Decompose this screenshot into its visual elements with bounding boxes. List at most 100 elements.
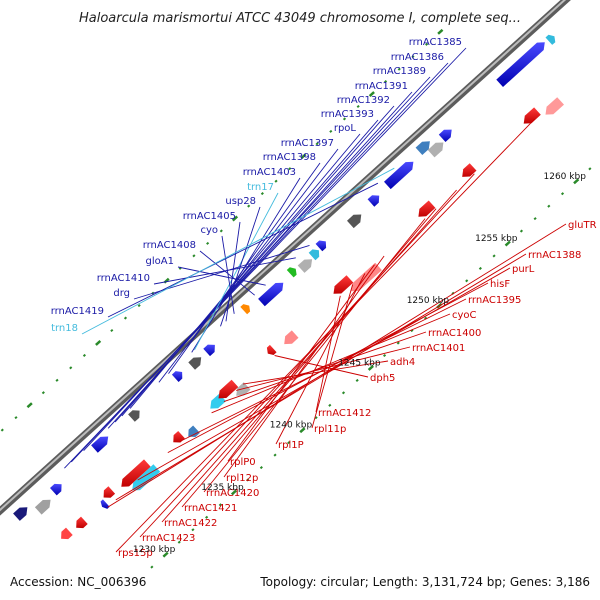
forward-gene-label[interactable]: cyo <box>200 225 218 236</box>
forward-gene-arrow <box>315 240 327 252</box>
tick-mark <box>0 428 4 432</box>
tick-mark <box>504 240 511 247</box>
tick-mark <box>218 503 222 507</box>
forward-gene-label[interactable]: usp28 <box>225 196 256 207</box>
tick-mark <box>356 104 360 109</box>
reverse-gene-label[interactable]: rps15p <box>118 548 153 559</box>
label-connector <box>70 62 449 463</box>
forward-gene-label[interactable]: drg <box>113 288 130 299</box>
reverse-gene-label[interactable]: rplP0 <box>230 457 256 468</box>
forward-gene-arrow <box>240 304 251 315</box>
tick-mark <box>273 453 277 457</box>
label-connector <box>203 218 426 493</box>
reverse-gene-label[interactable]: rpl11p <box>314 424 346 435</box>
forward-gene-label[interactable]: rrnAC1410 <box>97 273 150 284</box>
forward-gene-label[interactable]: gloA1 <box>146 256 174 267</box>
tick-mark <box>314 416 318 420</box>
tick-mark <box>396 341 400 345</box>
tick-mark <box>191 528 195 532</box>
reverse-gene-arrow <box>173 431 185 443</box>
forward-gene-arrow <box>203 344 215 357</box>
tick-mark <box>300 153 307 160</box>
tick-mark <box>192 254 196 258</box>
reverse-gene-label[interactable]: rrnAC1395 <box>468 295 521 306</box>
tick-mark <box>247 204 251 208</box>
forward-gene-label[interactable]: rrnAC1408 <box>143 240 196 251</box>
reverse-gene-arrow <box>545 97 564 115</box>
reverse-gene-arrow <box>100 499 110 509</box>
reverse-gene-label[interactable]: rpl1P <box>278 440 304 451</box>
tick-mark <box>367 365 374 371</box>
forward-gene-label[interactable]: rrnAC1397 <box>281 138 334 149</box>
reverse-gene-label[interactable]: rrnAC1420 <box>206 488 259 499</box>
forward-gene-label[interactable]: rrnAC1392 <box>337 95 390 106</box>
forward-gene-arrow <box>13 507 28 521</box>
tick-mark <box>205 515 209 519</box>
reverse-gene-label[interactable]: rrnAC1423 <box>142 533 195 544</box>
scale-label: 1235 kbp <box>201 483 244 493</box>
label-connector <box>221 235 235 314</box>
forward-gene-arrow <box>427 142 444 158</box>
label-connector <box>199 250 255 296</box>
label-connector <box>227 264 375 462</box>
scale-label: 1230 kbp <box>133 545 176 555</box>
forward-gene-arrow <box>91 436 109 453</box>
tick-mark <box>299 427 306 434</box>
reverse-gene-label[interactable]: adh4 <box>390 357 415 368</box>
reverse-gene-arrow <box>61 527 73 540</box>
reverse-gene-label[interactable]: rrnAC1388 <box>528 250 581 261</box>
reverse-gene-label[interactable]: rrnAC1421 <box>184 503 237 514</box>
reverse-gene-label[interactable]: rpl12p <box>226 473 258 484</box>
forward-gene-label[interactable]: rrnAC1405 <box>183 211 236 222</box>
forward-gene-label[interactable]: rrnAC1386 <box>391 52 444 63</box>
scale-label: 1260 kbp <box>544 172 587 182</box>
reverse-gene-label[interactable]: rrnAC1401 <box>412 343 465 354</box>
forward-gene-arrow <box>438 129 452 142</box>
reverse-gene-label[interactable]: purL <box>512 264 535 275</box>
forward-gene-label[interactable]: rrnAC1389 <box>373 66 426 77</box>
reverse-gene-label[interactable]: rrnAC1400 <box>428 328 481 339</box>
forward-gene-label[interactable]: rpoL <box>334 123 357 134</box>
tick-mark <box>315 142 319 146</box>
label-connector <box>225 221 241 322</box>
reverse-gene-label[interactable]: dph5 <box>370 373 395 384</box>
label-connector <box>177 266 266 286</box>
tick-mark <box>123 316 128 320</box>
forward-gene-arrow <box>171 371 183 382</box>
scale-label: 1250 kbp <box>407 296 450 306</box>
label-connector <box>181 208 437 508</box>
reverse-gene-arrow <box>284 330 299 345</box>
tick-mark <box>288 167 292 171</box>
reverse-gene-label[interactable]: gluTR <box>568 220 597 231</box>
label-connector <box>129 133 361 409</box>
forward-gene-label[interactable]: rrnAC1393 <box>321 109 374 120</box>
forward-gene-label[interactable]: rrnAC1419 <box>51 306 104 317</box>
forward-gene-arrow <box>347 214 362 229</box>
tick-mark <box>26 402 33 409</box>
forward-gene-label[interactable]: rrnAC1391 <box>355 81 408 92</box>
forward-gene-label[interactable]: trn17 <box>247 182 274 193</box>
reverse-gene-label[interactable]: cyoC <box>452 310 477 321</box>
reverse-gene-arrow <box>188 425 200 437</box>
label-connector <box>311 284 354 429</box>
forward-gene-label[interactable]: rrnAC1403 <box>243 167 296 178</box>
reverse-gene-label[interactable]: hisF <box>490 279 510 290</box>
label-connector <box>81 167 395 335</box>
tick-mark <box>560 192 565 196</box>
label-connector <box>107 182 379 318</box>
forward-gene-label[interactable]: rrnAC1385 <box>409 37 462 48</box>
tick-mark <box>55 378 59 382</box>
forward-gene-label[interactable]: trn18 <box>51 323 78 334</box>
reverse-gene-arrow <box>121 459 151 487</box>
tick-mark <box>259 465 263 470</box>
tick-mark <box>219 229 223 233</box>
tick-mark <box>162 551 169 558</box>
reverse-gene-label[interactable]: rrnAC1412 <box>318 408 371 419</box>
forward-gene-arrow <box>415 141 430 155</box>
tick-mark <box>341 391 346 395</box>
tick-mark <box>69 366 73 370</box>
label-connector <box>243 360 389 385</box>
forward-gene-label[interactable]: rrnAC1398 <box>263 152 316 163</box>
reverse-gene-label[interactable]: rrnAC1422 <box>164 518 217 529</box>
